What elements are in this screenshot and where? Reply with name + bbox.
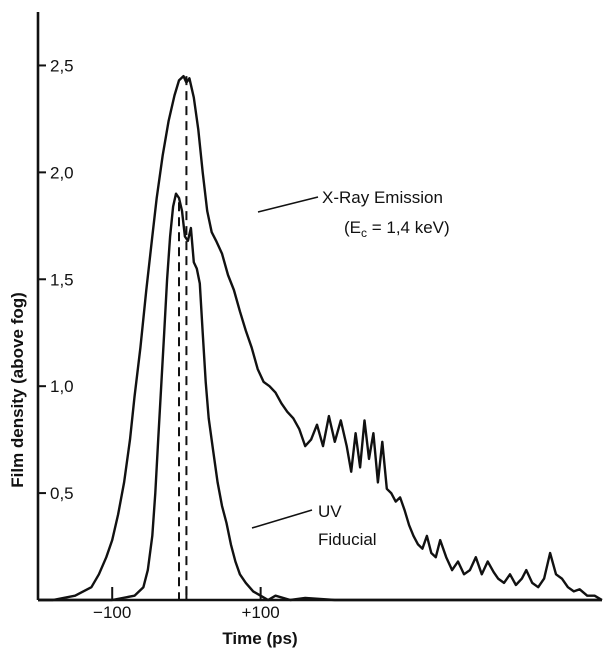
xray-leader-line bbox=[257, 196, 319, 213]
xray-label-part1: (E bbox=[344, 218, 361, 237]
y-tick-label: 1,0 bbox=[50, 377, 74, 396]
x-ticks: −100 +100 bbox=[93, 587, 280, 622]
y-ticks: 0,5 1,0 1,5 2,0 2,5 bbox=[38, 56, 74, 503]
xray-label-subscript: c bbox=[361, 226, 367, 240]
series-group bbox=[38, 74, 603, 602]
y-tick-label: 2,5 bbox=[50, 56, 74, 75]
y-axis-label: Film density (above fog) bbox=[8, 292, 27, 488]
uv-label-line1: UV bbox=[318, 502, 342, 521]
x-axis-label: Time (ps) bbox=[222, 629, 297, 648]
xray-label-line2: (Ec = 1,4 keV) bbox=[344, 218, 450, 240]
x-tick-label: +100 bbox=[241, 603, 279, 622]
xray-emission-line bbox=[38, 74, 603, 602]
uv-fiducial-line bbox=[38, 192, 602, 602]
xray-label-part2: = 1,4 keV) bbox=[367, 218, 450, 237]
y-tick-label: 1,5 bbox=[50, 270, 74, 289]
xray-label-line1: X-Ray Emission bbox=[322, 188, 443, 207]
y-tick-label: 0,5 bbox=[50, 484, 74, 503]
x-tick-label: −100 bbox=[93, 603, 131, 622]
y-tick-label: 2,0 bbox=[50, 163, 74, 182]
annotation-xray-emission: X-Ray Emission (Ec = 1,4 keV) bbox=[257, 188, 450, 240]
dashed-markers bbox=[178, 76, 188, 600]
annotation-uv-fiducial: UV Fiducial bbox=[251, 502, 377, 549]
uv-leader-line bbox=[251, 509, 313, 529]
uv-label-line2: Fiducial bbox=[318, 530, 377, 549]
